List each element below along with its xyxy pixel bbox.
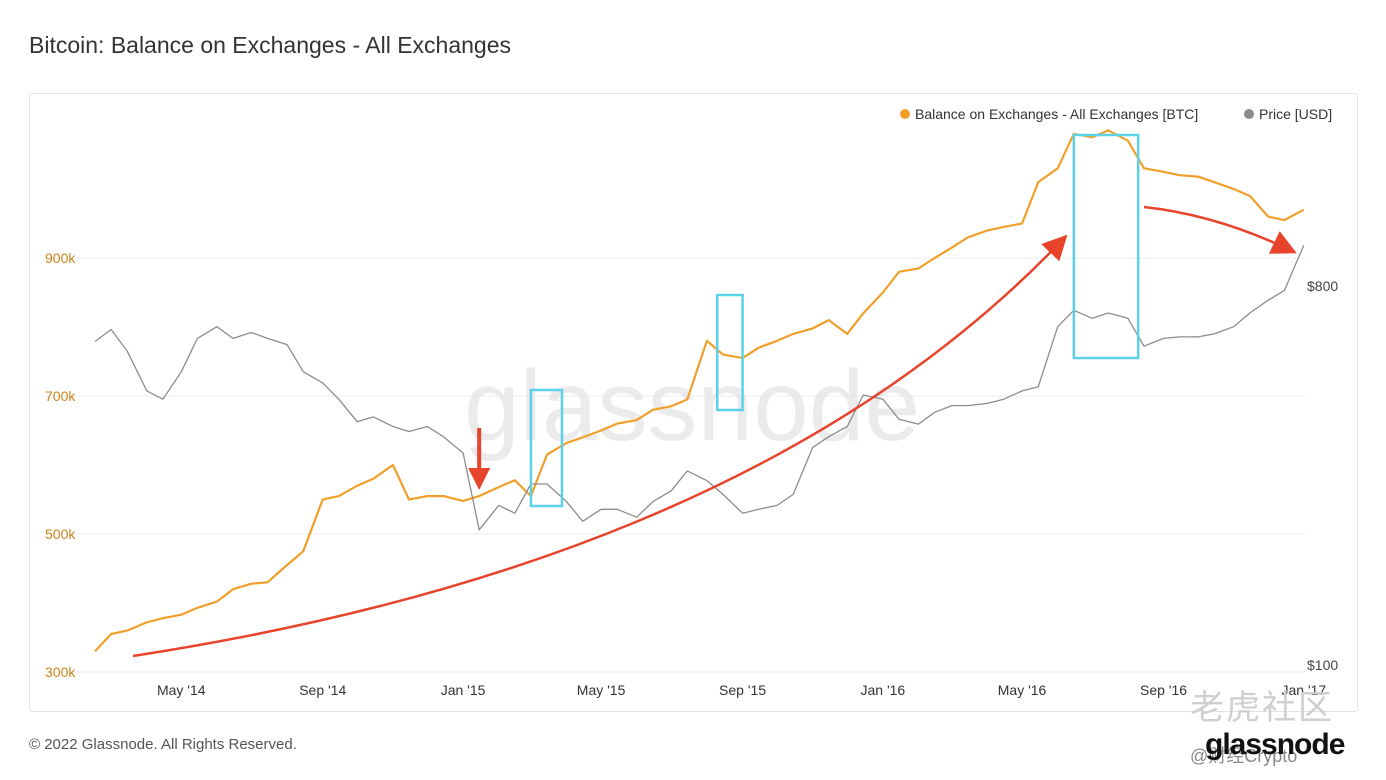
y-tick-label: 700k [45,388,76,404]
watermark: glassnode [464,350,920,462]
grid [45,257,1305,673]
annotations [132,133,1297,658]
corner-watermark-handle: @财经Crypto [1190,746,1298,766]
legend-marker-balance [900,109,910,119]
trend-arrow [132,234,1068,658]
x-tick-label: Sep '14 [299,682,346,698]
series-price-line [94,245,1305,531]
x-tick-label: May '15 [577,682,626,698]
x-tick-label: May '14 [157,682,206,698]
chart-panel [29,93,1358,712]
down-arrow-head [468,468,491,490]
highlight-box [1072,133,1140,360]
decline-arrow [1143,205,1297,254]
x-tick-label: May '16 [998,682,1047,698]
x-tick-label: Jan '16 [861,682,906,698]
y-tick-label-right: $800 [1307,278,1338,294]
y-tick-label-right: $100 [1307,657,1338,673]
highlight-box [716,293,744,412]
corner-watermark-brand: glassnode [1205,728,1345,761]
corner-watermark-cn: 老虎社区 [1190,689,1334,727]
legend-label-balance[interactable]: Balance on Exchanges - All Exchanges [BT… [915,106,1198,122]
x-tick-label: Sep '16 [1140,682,1187,698]
footer-copyright: © 2022 Glassnode. All Rights Reserved. [29,736,297,753]
legend[interactable]: Balance on Exchanges - All Exchanges [BT… [900,106,1332,122]
legend-marker-price [1244,109,1254,119]
x-tick-label: Jan '17 [1281,682,1326,698]
highlight-box [529,388,564,508]
x-tick-label: Sep '15 [719,682,766,698]
chart-title: Bitcoin: Balance on Exchanges - All Exch… [29,32,512,58]
x-tick-label: Jan '15 [441,682,486,698]
y-axis-left: 300k 500k 700k 900k [45,250,76,680]
y-tick-label: 500k [45,526,76,542]
y-tick-label: 900k [45,250,76,266]
y-axis-right: $100 $800 [1307,278,1338,673]
legend-label-price[interactable]: Price [USD] [1259,106,1332,122]
watermark-text: glassnode [464,350,920,462]
y-tick-label: 300k [45,664,76,680]
x-axis: May '14 Sep '14 Jan '15 May '15 Sep '15 Jan '… [157,682,1326,698]
